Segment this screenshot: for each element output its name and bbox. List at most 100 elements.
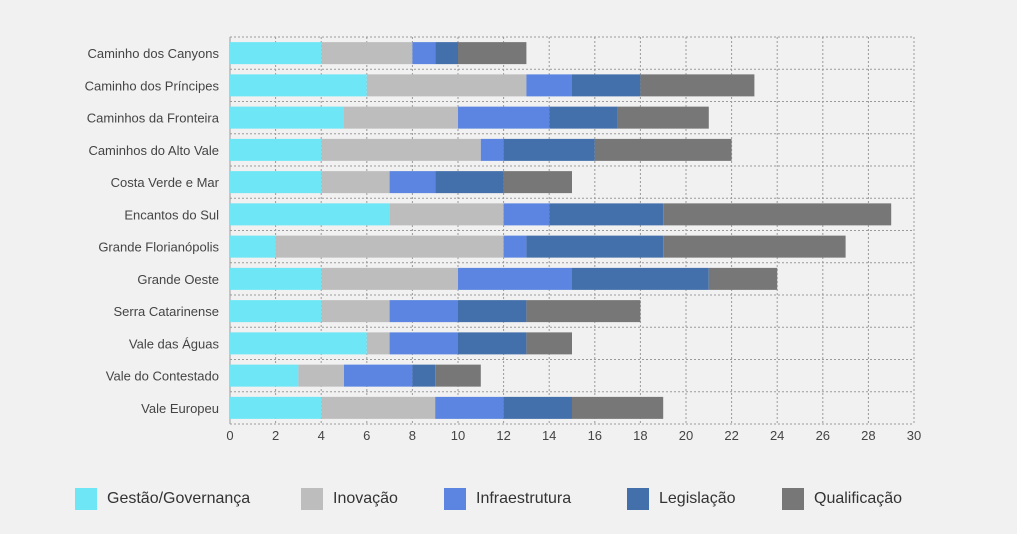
bar-segment[interactable] (526, 235, 664, 258)
category-labels: Caminho dos Canyons Caminho dos Príncipes… (85, 46, 220, 416)
bar-segment[interactable] (617, 106, 709, 129)
bar-segment[interactable] (503, 171, 572, 194)
bar-segment[interactable] (480, 138, 504, 161)
bar-segment[interactable] (435, 396, 504, 419)
bar-segment[interactable] (412, 364, 436, 387)
legend-item-gestao-governanca[interactable]: Gestão/Governança (75, 484, 250, 514)
bar-segment[interactable] (412, 42, 436, 65)
x-tick-label: 28 (861, 428, 875, 443)
bar-segment[interactable] (230, 396, 322, 419)
bar-segment[interactable] (344, 364, 413, 387)
bar-segment[interactable] (230, 42, 322, 65)
bar-segment[interactable] (321, 396, 436, 419)
bar-segment[interactable] (458, 42, 527, 65)
x-tick-label: 30 (907, 428, 921, 443)
bar-segment[interactable] (230, 106, 344, 129)
x-tick-label: 10 (451, 428, 465, 443)
legend-label: Inovação (333, 490, 398, 507)
category-label: Vale das Águas (129, 336, 220, 351)
bar-segment[interactable] (275, 235, 504, 258)
bar-segment[interactable] (321, 171, 390, 194)
bar-segment[interactable] (526, 332, 572, 355)
bar-segment[interactable] (321, 138, 481, 161)
x-tick-label: 14 (542, 428, 556, 443)
category-label: Vale do Contestado (106, 369, 219, 384)
bar-segment[interactable] (458, 332, 527, 355)
bar-segment[interactable] (230, 203, 390, 226)
bar-segment[interactable] (389, 171, 436, 194)
category-label: Caminho dos Canyons (87, 46, 219, 61)
bar-segment[interactable] (230, 235, 276, 258)
legend-swatch (782, 488, 804, 510)
bar-segment[interactable] (526, 300, 641, 323)
bar-segment[interactable] (435, 42, 458, 65)
bar-segment[interactable] (458, 267, 572, 290)
bar-segment[interactable] (549, 203, 664, 226)
bar-segment[interactable] (344, 106, 458, 129)
bar-segment[interactable] (230, 74, 367, 97)
bar-segment[interactable] (435, 171, 504, 194)
bar-segment[interactable] (549, 106, 618, 129)
x-tick-label: 20 (679, 428, 693, 443)
x-tick-label: 8 (409, 428, 416, 443)
bar-segment[interactable] (594, 138, 732, 161)
bar-segment[interactable] (298, 364, 344, 387)
bar-segment[interactable] (389, 300, 458, 323)
legend-item-qualificacao[interactable]: Qualificação (782, 484, 902, 514)
bar-segment[interactable] (663, 235, 846, 258)
bar-segment[interactable] (366, 74, 527, 97)
bar-segment[interactable] (321, 300, 390, 323)
x-tick-label: 22 (724, 428, 738, 443)
bar-segment[interactable] (389, 203, 504, 226)
bar-segment[interactable] (321, 42, 413, 65)
bar-segment[interactable] (435, 364, 481, 387)
bars (230, 42, 892, 419)
legend: Gestão/Governança Inovação Infraestrutur… (0, 484, 1017, 514)
bar-segment[interactable] (572, 267, 709, 290)
x-tick-label: 12 (496, 428, 510, 443)
grid-lines (229, 36, 915, 425)
legend-label: Legislação (659, 490, 736, 507)
bar-segment[interactable] (389, 332, 458, 355)
category-label: Encantos do Sul (124, 207, 219, 222)
legend-label: Qualificação (814, 490, 903, 507)
bar-segment[interactable] (230, 267, 322, 290)
bar-segment[interactable] (366, 332, 390, 355)
bar-segment[interactable] (321, 267, 458, 290)
x-tick-label: 4 (318, 428, 325, 443)
legend-item-infraestrutura[interactable]: Infraestrutura (444, 484, 571, 514)
bar-segment[interactable] (230, 364, 299, 387)
legend-item-inovacao[interactable]: Inovação (301, 484, 398, 514)
bar-segment[interactable] (663, 203, 892, 226)
category-label: Vale Europeu (141, 401, 219, 416)
legend-swatch (627, 488, 649, 510)
x-tick-label: 0 (226, 428, 233, 443)
category-label: Serra Catarinense (114, 304, 220, 319)
bar-segment[interactable] (503, 235, 527, 258)
category-label: Caminhos do Alto Vale (88, 143, 219, 158)
bar-segment[interactable] (230, 300, 322, 323)
legend-swatch (301, 488, 323, 510)
bar-segment[interactable] (572, 74, 641, 97)
bar-segment[interactable] (640, 74, 755, 97)
bar-segment[interactable] (572, 396, 664, 419)
legend-swatch (444, 488, 466, 510)
x-tick-label: 26 (816, 428, 830, 443)
bar-segment[interactable] (526, 74, 572, 97)
bar-segment[interactable] (458, 300, 527, 323)
legend-label: Infraestrutura (476, 490, 572, 507)
stacked-bar-chart: Caminho dos Canyons Caminho dos Príncipes… (85, 36, 921, 443)
bar-segment[interactable] (230, 332, 367, 355)
legend-item-legislacao[interactable]: Legislação (627, 484, 736, 514)
bar-segment[interactable] (503, 203, 550, 226)
x-axis-ticks: 0 2 4 6 8 10 12 14 16 18 20 22 24 26 28 30 (226, 428, 921, 443)
bar-segment[interactable] (230, 171, 322, 194)
bar-segment[interactable] (458, 106, 550, 129)
bar-segment[interactable] (230, 138, 322, 161)
bar-segment[interactable] (503, 138, 595, 161)
bar-segment[interactable] (708, 267, 778, 290)
category-label: Grande Florianópolis (98, 240, 219, 255)
x-tick-label: 24 (770, 428, 784, 443)
bar-segment[interactable] (503, 396, 572, 419)
category-label: Caminhos da Fronteira (87, 111, 220, 126)
